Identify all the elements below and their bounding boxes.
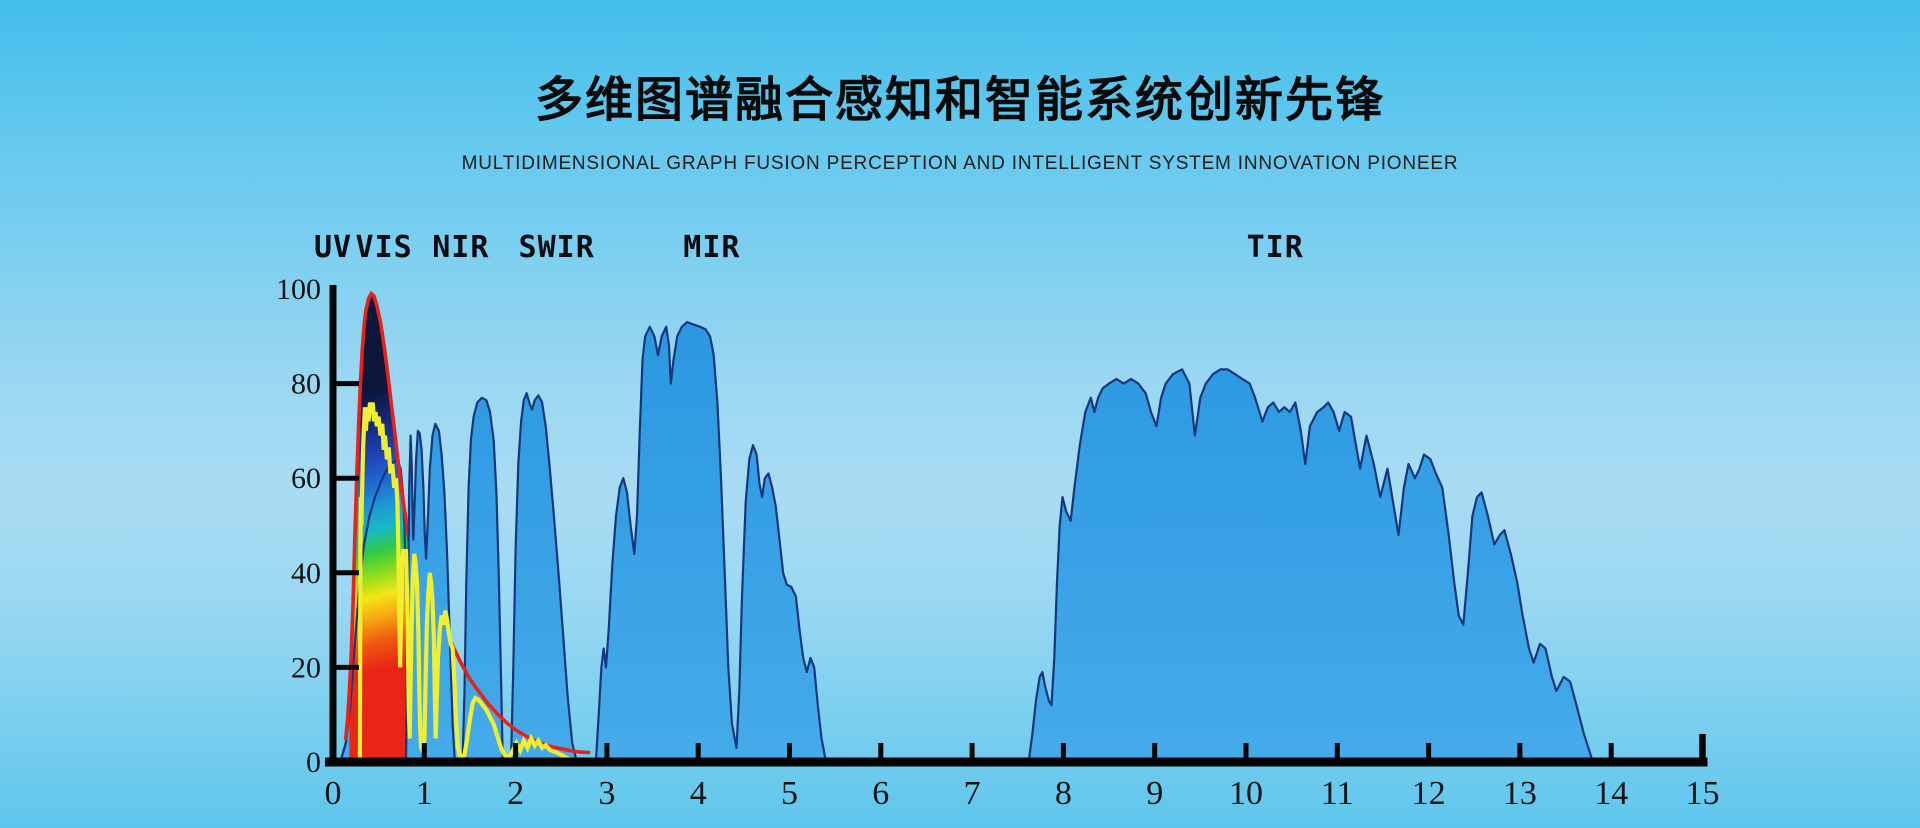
y-tick-label-80: 80	[291, 368, 321, 401]
band-label-vis: VIS	[356, 230, 413, 265]
page-title: 多维图谱融合感知和智能系统创新先锋	[534, 72, 1385, 128]
x-tick-label-0: 0	[325, 775, 342, 812]
x-tick-label-9: 9	[1146, 775, 1163, 812]
x-tick-label-2: 2	[507, 775, 524, 812]
y-tick-label-20: 20	[291, 651, 321, 684]
atmospheric-window-swir-1	[461, 396, 504, 764]
x-tick-label-15: 15	[1686, 775, 1720, 812]
x-tick-label-3: 3	[598, 775, 615, 812]
x-tick-label-1: 1	[416, 775, 433, 812]
x-tick-label-5: 5	[781, 775, 798, 812]
x-tick-label-11: 11	[1321, 775, 1354, 812]
y-tick-label-0: 0	[306, 746, 321, 779]
x-tick-label-13: 13	[1503, 775, 1537, 812]
y-tick-label-60: 60	[291, 462, 321, 495]
atmospheric-window-swir-2	[509, 392, 578, 764]
band-label-mir: MIR	[683, 230, 740, 265]
band-label-tir: TIR	[1247, 230, 1304, 265]
band-label-nir: NIR	[432, 230, 489, 265]
page-subtitle: MULTIDIMENSIONAL GRAPH FUSION PERCEPTION…	[461, 153, 1459, 174]
atmospheric-window-tir	[1027, 368, 1594, 764]
band-label-swir: SWIR	[519, 230, 595, 265]
solar-blackbody-curve	[344, 290, 591, 755]
y-tick-label-40: 40	[291, 557, 321, 590]
x-tick-label-7: 7	[964, 775, 981, 812]
band-label-uv: UV	[314, 230, 352, 265]
x-tick-label-6: 6	[872, 775, 889, 812]
x-tick-label-4: 4	[690, 775, 707, 812]
x-tick-label-14: 14	[1594, 775, 1628, 812]
x-tick-label-10: 10	[1229, 775, 1263, 812]
atmospheric-window-mir	[594, 321, 828, 764]
x-tick-label-8: 8	[1055, 775, 1072, 812]
y-tick-label-100: 100	[276, 273, 321, 306]
x-tick-label-12: 12	[1412, 775, 1446, 812]
